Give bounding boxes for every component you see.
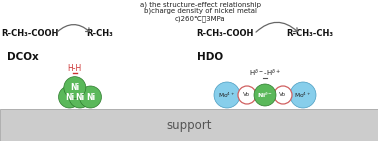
Circle shape xyxy=(238,86,256,104)
Circle shape xyxy=(79,86,101,108)
Circle shape xyxy=(214,82,240,108)
Bar xyxy=(0,109,378,141)
Text: R-CH₃-COOH: R-CH₃-COOH xyxy=(1,29,59,38)
Text: Ni: Ni xyxy=(86,92,95,102)
Text: H-H: H-H xyxy=(68,64,82,73)
Text: Ni: Ni xyxy=(70,83,79,92)
Text: Vo: Vo xyxy=(279,92,287,97)
Text: Ni$^{δ-}$: Ni$^{δ-}$ xyxy=(257,90,273,100)
Text: HDO: HDO xyxy=(197,52,223,62)
Circle shape xyxy=(59,86,81,108)
Text: Mo$^{4+}$: Mo$^{4+}$ xyxy=(218,90,235,100)
Circle shape xyxy=(69,86,91,108)
Text: support: support xyxy=(166,118,212,132)
Circle shape xyxy=(274,86,292,104)
Circle shape xyxy=(290,82,316,108)
Text: R-CH₃-COOH: R-CH₃-COOH xyxy=(196,29,254,38)
Text: H$^{δ-}$-H$^{δ+}$: H$^{δ-}$-H$^{δ+}$ xyxy=(249,67,281,79)
Text: R-CH₃: R-CH₃ xyxy=(87,29,113,38)
Text: Vo: Vo xyxy=(243,92,251,97)
Text: DCOx: DCOx xyxy=(7,52,39,62)
Text: c)260℃，3MPa: c)260℃，3MPa xyxy=(175,15,225,22)
Text: b)charge density of nickel metal: b)charge density of nickel metal xyxy=(144,8,257,15)
Text: Ni: Ni xyxy=(76,92,85,102)
Circle shape xyxy=(64,77,86,99)
Text: R-CH₃-CH₃: R-CH₃-CH₃ xyxy=(287,29,333,38)
Text: Ni: Ni xyxy=(65,92,74,102)
Text: a) the structure-effect relationship: a) the structure-effect relationship xyxy=(139,1,260,7)
Text: Mo$^{4+}$: Mo$^{4+}$ xyxy=(294,90,311,100)
Circle shape xyxy=(254,84,276,106)
